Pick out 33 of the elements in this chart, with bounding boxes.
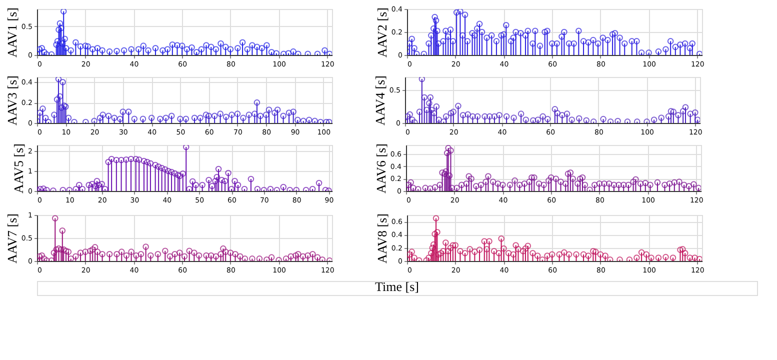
point bbox=[211, 112, 218, 119]
y-axis-title: AAV7 [s] bbox=[4, 214, 20, 264]
point bbox=[300, 118, 307, 123]
point bbox=[182, 116, 190, 122]
point bbox=[294, 116, 301, 123]
point bbox=[96, 114, 104, 122]
point bbox=[197, 114, 204, 122]
y-axis-title: AAV1 [s] bbox=[4, 8, 20, 58]
y-axis-title: AAV3 [s] bbox=[4, 76, 20, 126]
point bbox=[162, 114, 170, 122]
y-axis-title: AAV5 [s] bbox=[11, 144, 26, 194]
y-axis-title: AAV2 [s] bbox=[374, 8, 390, 58]
y-axis-title: AAV6 [s] bbox=[373, 144, 388, 194]
point bbox=[157, 116, 164, 122]
point bbox=[191, 114, 198, 122]
y-axis-title: AAV4 [s] bbox=[372, 76, 388, 126]
point bbox=[91, 118, 98, 123]
y-axis-title: AAV8 [s] bbox=[374, 214, 390, 264]
point bbox=[257, 112, 264, 119]
point bbox=[222, 114, 230, 120]
point bbox=[148, 114, 155, 122]
point bbox=[280, 112, 286, 119]
point bbox=[177, 116, 184, 122]
point bbox=[111, 114, 118, 122]
point bbox=[206, 112, 212, 119]
point bbox=[240, 114, 246, 122]
point bbox=[306, 116, 312, 123]
point bbox=[105, 112, 112, 119]
point bbox=[168, 112, 175, 119]
point bbox=[131, 116, 138, 122]
point bbox=[312, 118, 318, 123]
x-axis-title: Time [s] bbox=[375, 279, 419, 294]
point bbox=[140, 116, 146, 122]
